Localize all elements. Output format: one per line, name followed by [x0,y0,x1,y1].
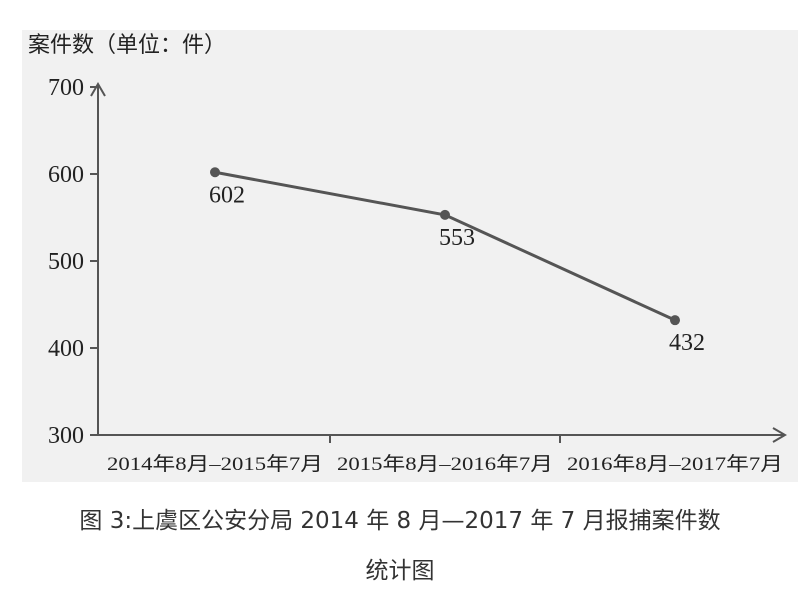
caption: 统计图 [366,558,435,584]
y-axis-label: 案件数（单位：件） [28,33,226,58]
y-tick-label: 700 [48,75,84,101]
caption: 图 3:上虞区公安分局 2014 年 8 月—2017 年 7 月报捕案件数 [79,508,720,534]
x-tick-label: 2014年8月–2015年7月 [107,453,323,475]
plot-background [22,30,798,482]
x-tick-label: 2016年8月–2017年7月 [567,453,783,475]
y-axis-arrow [90,82,106,97]
point [670,315,680,326]
point [440,209,450,220]
data-label: 432 [669,330,705,356]
y-tick-label: 600 [48,162,84,188]
y-tick-label: 500 [48,249,84,275]
point [210,167,220,178]
y-tick-label: 400 [48,336,84,362]
data-label: 602 [209,182,245,208]
data-label: 553 [439,225,475,251]
x-axis-arrow [772,427,787,443]
y-tick-label: 300 [48,423,84,449]
x-tick-label: 2015年8月–2016年7月 [337,453,553,475]
